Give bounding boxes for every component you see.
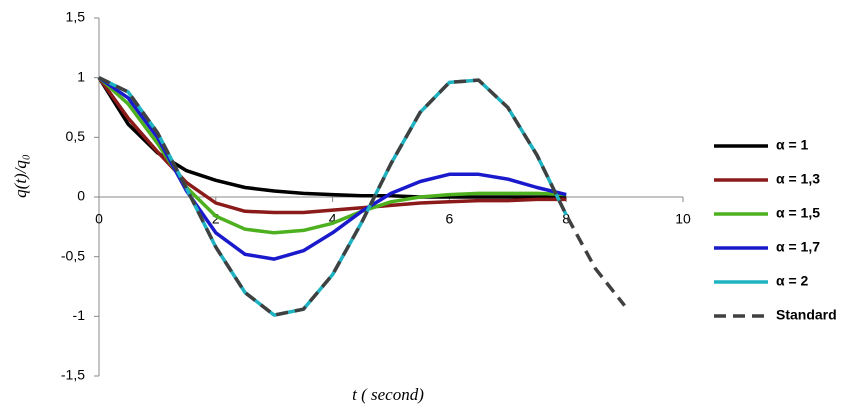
y-tick-label: 0 <box>77 188 85 204</box>
x-axis-label: t ( second) <box>352 385 424 404</box>
legend-label: α = 2 <box>776 273 809 289</box>
legend-label: α = 1 <box>776 137 809 153</box>
legend-label: α = 1,5 <box>776 205 820 221</box>
series-line <box>98 76 567 261</box>
x-tick-label: 0 <box>95 211 103 227</box>
series-line <box>97 76 567 199</box>
y-tick-label: -0,5 <box>61 247 85 263</box>
x-tick-label: 10 <box>675 211 691 227</box>
y-tick-label: 1 <box>77 68 85 84</box>
y-tick-label: -1,5 <box>61 367 85 383</box>
y-tick-label: -1 <box>73 307 86 323</box>
y-axis-label: q(t)/q₀ <box>11 154 30 198</box>
y-tick-label: 1,5 <box>66 9 86 25</box>
y-tick-label: 0,5 <box>66 128 86 144</box>
series-line <box>98 76 626 317</box>
x-tick-label: 2 <box>212 211 220 227</box>
legend-label: α = 1,7 <box>776 239 820 255</box>
legend-label: α = 1,3 <box>776 171 820 187</box>
x-tick-label: 4 <box>329 211 337 227</box>
x-tick-label: 6 <box>446 211 454 227</box>
legend-label: Standard <box>776 307 837 323</box>
